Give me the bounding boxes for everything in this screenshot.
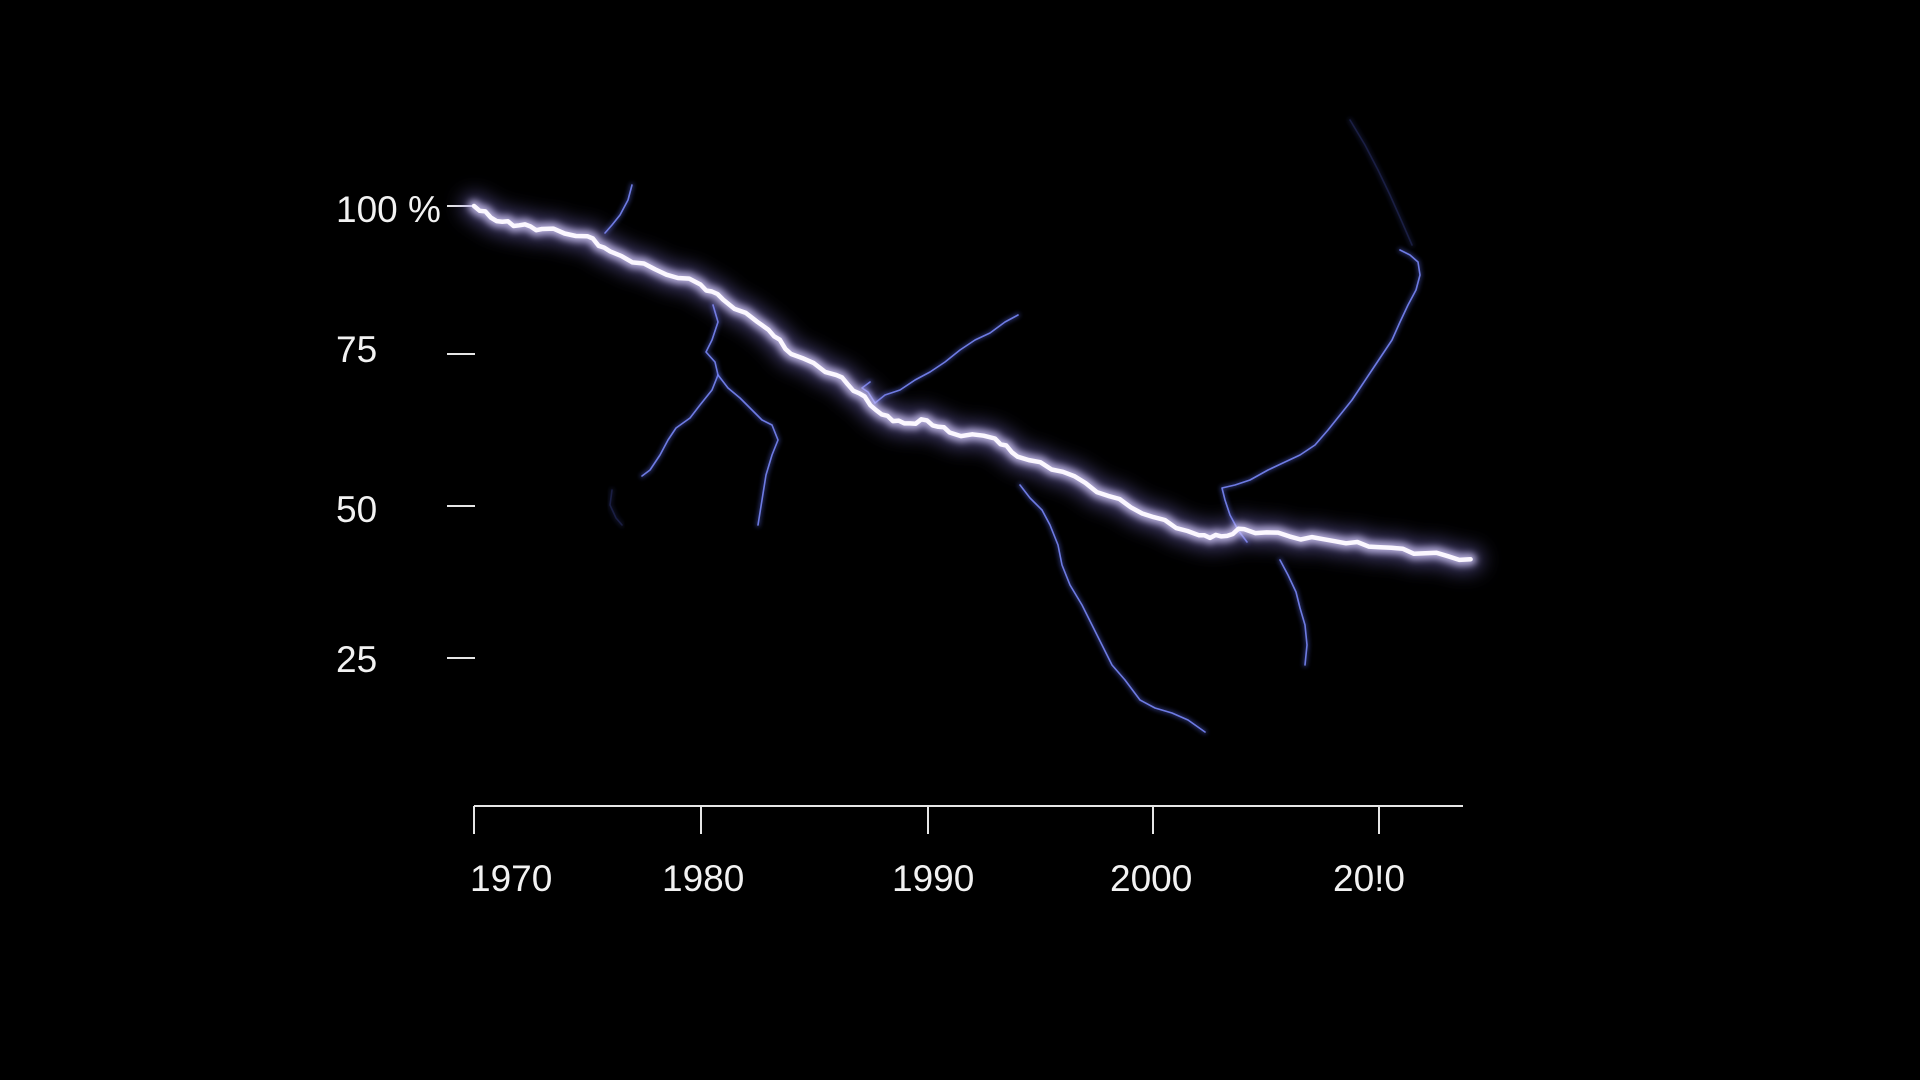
y-tick-label-75: 75	[336, 329, 377, 370]
lightning-branches	[603, 118, 1422, 734]
data-point	[902, 421, 906, 425]
lightning-branch	[717, 374, 779, 526]
lightning-branch	[641, 304, 719, 477]
data-point	[925, 418, 929, 422]
data-point	[789, 352, 793, 356]
data-point	[767, 328, 771, 332]
x-tick-label-1990: 1990	[892, 858, 974, 899]
data-point	[653, 267, 657, 271]
data-point	[834, 373, 838, 377]
y-tick-label-100: 100 %	[336, 189, 441, 230]
data-point	[495, 219, 499, 223]
data-point	[1469, 557, 1473, 561]
data-point	[1197, 533, 1201, 537]
data-point	[880, 412, 884, 416]
data-point	[1423, 551, 1427, 555]
series-line-group	[461, 193, 1484, 573]
x-tick-label-2010: 20!0	[1333, 858, 1405, 899]
series-line	[471, 203, 1473, 563]
lightning-branch	[1019, 484, 1206, 733]
lightning-branch	[609, 489, 623, 526]
data-point	[721, 298, 725, 302]
data-point	[1152, 515, 1156, 519]
data-point	[1333, 539, 1337, 543]
lightning-branch-glow	[1348, 118, 1414, 247]
data-point	[699, 283, 703, 287]
lightning-branch	[604, 184, 633, 234]
data-point	[857, 391, 861, 395]
y-tick-label-50: 50	[336, 489, 377, 530]
data-point	[1287, 534, 1291, 538]
lightning-branch	[1279, 559, 1308, 666]
y-tick-label-25: 25	[336, 639, 377, 680]
data-point	[1106, 494, 1110, 498]
data-point	[1016, 455, 1020, 459]
x-tick-label-2000: 2000	[1110, 858, 1192, 899]
data-point	[1061, 470, 1065, 474]
data-point	[472, 204, 476, 208]
data-point	[1219, 534, 1223, 538]
x-tick-label-1980: 1980	[662, 858, 744, 899]
lightning-branch-glow	[608, 488, 624, 527]
x-axis: 1970 1980 1990 2000 20!0	[470, 805, 1463, 899]
data-point	[948, 431, 952, 435]
data-point	[993, 437, 997, 441]
x-tick-label-1970: 1970	[470, 858, 552, 899]
lightning-branch	[1349, 119, 1413, 246]
data-point	[1378, 545, 1382, 549]
data-point	[517, 223, 521, 227]
lightning-branch	[1221, 249, 1421, 543]
data-point	[540, 227, 544, 231]
data-point	[585, 234, 589, 238]
y-axis: 100 % 75 50 25	[336, 189, 475, 680]
data-point	[608, 249, 612, 253]
data-point	[1242, 527, 1246, 531]
lightning-branch	[874, 314, 1019, 404]
